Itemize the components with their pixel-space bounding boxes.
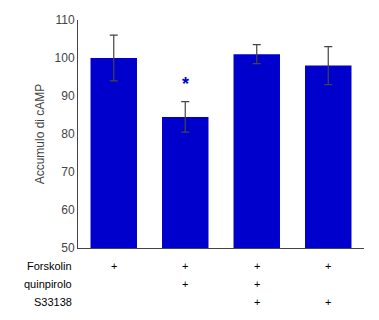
svg-text:+: +	[182, 260, 188, 272]
svg-text:+: +	[254, 260, 260, 272]
svg-text:Accumulo di cAMP: Accumulo di cAMP	[33, 84, 47, 185]
svg-text:+: +	[254, 278, 260, 290]
svg-text:quinpirolo: quinpirolo	[24, 278, 72, 290]
svg-text:70: 70	[61, 165, 75, 179]
svg-text:+: +	[254, 296, 260, 308]
svg-text:+: +	[325, 296, 331, 308]
svg-text:+: +	[182, 278, 188, 290]
svg-text:S33138: S33138	[34, 296, 72, 308]
svg-text:+: +	[325, 260, 331, 272]
svg-text:100: 100	[55, 51, 75, 65]
svg-text:50: 50	[61, 241, 75, 255]
svg-text:+: +	[111, 260, 117, 272]
svg-text:*: *	[182, 74, 189, 94]
svg-text:Forskolin: Forskolin	[27, 260, 72, 272]
svg-text:60: 60	[61, 203, 75, 217]
svg-text:110: 110	[55, 13, 74, 27]
svg-text:80: 80	[61, 127, 75, 141]
svg-text:90: 90	[61, 89, 75, 103]
